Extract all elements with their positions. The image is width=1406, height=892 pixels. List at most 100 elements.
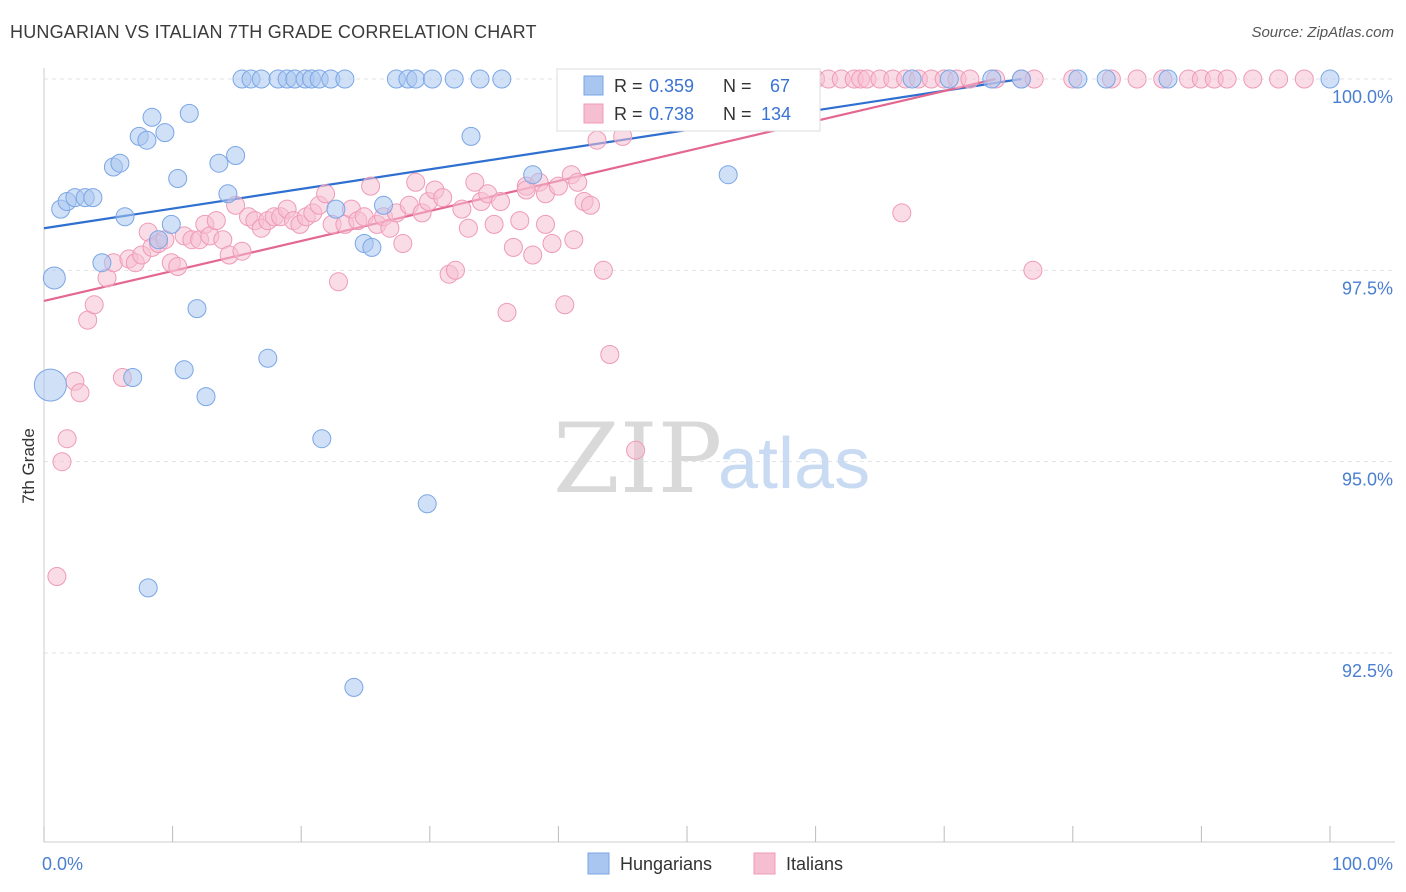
- y-tick-label: 100.0%: [1332, 87, 1393, 107]
- data-point: [600, 345, 620, 364]
- data-point: [523, 245, 543, 265]
- data-point: [568, 172, 588, 192]
- bottom-legend-italians: Italians: [786, 854, 843, 874]
- data-point: [458, 218, 478, 238]
- bottom-legend: Hungarians Italians: [587, 852, 843, 875]
- data-point: [446, 260, 465, 280]
- data-point: [206, 211, 226, 231]
- gridlines: [44, 78, 1395, 654]
- data-point: [593, 260, 613, 280]
- data-point: [465, 172, 485, 192]
- data-point: [433, 188, 453, 208]
- data-point: [33, 368, 67, 402]
- data-point: [393, 234, 413, 253]
- data-point: [344, 677, 364, 697]
- data-point: [536, 214, 555, 234]
- y-tick-labels: 92.5% 95.0% 97.5% 100.0%: [1332, 87, 1393, 681]
- data-point: [1096, 69, 1116, 89]
- data-point: [179, 103, 199, 123]
- data-point: [123, 368, 143, 387]
- data-point: [209, 153, 229, 173]
- data-point: [149, 230, 168, 250]
- data-point: [1294, 69, 1314, 89]
- data-point: [503, 237, 523, 257]
- data-point: [70, 383, 90, 403]
- data-point: [523, 165, 543, 185]
- data-point: [92, 253, 112, 273]
- legend-n-value-1: 67: [770, 76, 790, 96]
- data-point: [1068, 69, 1088, 89]
- data-point: [137, 130, 157, 150]
- data-point: [491, 192, 510, 211]
- legend-swatch-hungarians: [583, 75, 604, 96]
- data-point: [174, 360, 194, 380]
- data-point: [226, 146, 246, 165]
- data-point: [142, 107, 162, 127]
- y-tick-label: 97.5%: [1342, 278, 1393, 298]
- data-point: [510, 211, 530, 231]
- data-point: [1217, 69, 1237, 89]
- bottom-legend-swatch-italians: [753, 852, 776, 875]
- data-point: [452, 199, 472, 219]
- data-point: [110, 153, 130, 173]
- data-point: [84, 295, 104, 315]
- data-point: [1243, 69, 1263, 89]
- data-point: [1011, 69, 1031, 89]
- legend-r-label-1: R =: [614, 76, 643, 96]
- data-point: [312, 429, 332, 449]
- data-point: [555, 295, 575, 315]
- series-hungarians: [33, 69, 1340, 697]
- bottom-legend-swatch-hungarians: [587, 852, 610, 875]
- data-point: [626, 440, 646, 460]
- data-point: [168, 169, 188, 188]
- data-point: [232, 241, 252, 261]
- data-point: [57, 429, 77, 449]
- data-point: [444, 69, 464, 89]
- legend-n-label-2: N =: [723, 104, 752, 124]
- data-point: [374, 195, 393, 215]
- y-tick-label: 92.5%: [1342, 661, 1393, 681]
- legend-n-value-2: 134: [761, 104, 791, 124]
- y-axis-label: 7th Grade: [19, 428, 38, 504]
- data-point: [1158, 69, 1178, 89]
- data-point: [939, 69, 959, 89]
- y-tick-label: 95.0%: [1342, 470, 1393, 490]
- watermark-atlas: atlas: [718, 424, 870, 504]
- axes: [43, 68, 1395, 843]
- data-point: [83, 188, 103, 208]
- data-point: [161, 214, 181, 234]
- data-point: [542, 234, 562, 253]
- data-point: [497, 302, 517, 322]
- data-point: [960, 69, 980, 89]
- data-point: [587, 130, 607, 150]
- data-point: [581, 195, 600, 215]
- data-point: [47, 567, 67, 586]
- data-point: [484, 214, 504, 234]
- data-point: [1320, 69, 1340, 89]
- chart-title: HUNGARIAN VS ITALIAN 7TH GRADE CORRELATI…: [10, 22, 537, 42]
- data-point: [982, 69, 1002, 89]
- source-credit: Source: ZipAtlas.com: [1251, 24, 1394, 41]
- data-point: [326, 199, 346, 219]
- data-point: [115, 207, 135, 227]
- data-point: [461, 126, 481, 146]
- x-tick-label: 100.0%: [1332, 854, 1393, 874]
- data-point: [258, 348, 278, 368]
- data-point: [329, 272, 348, 292]
- data-point: [52, 452, 72, 472]
- data-point: [168, 257, 188, 276]
- data-point: [316, 184, 336, 204]
- data-point: [548, 176, 568, 196]
- data-points: [33, 69, 1340, 697]
- data-point: [218, 184, 238, 204]
- data-point: [417, 494, 437, 514]
- data-point: [1023, 260, 1043, 280]
- data-point: [361, 176, 381, 196]
- legend-n-label-1: N =: [723, 76, 752, 96]
- legend-swatch-italians: [583, 103, 604, 124]
- data-point: [406, 69, 426, 89]
- data-point: [335, 69, 355, 89]
- legend-r-value-2: 0.738: [649, 104, 694, 124]
- data-point: [42, 266, 66, 290]
